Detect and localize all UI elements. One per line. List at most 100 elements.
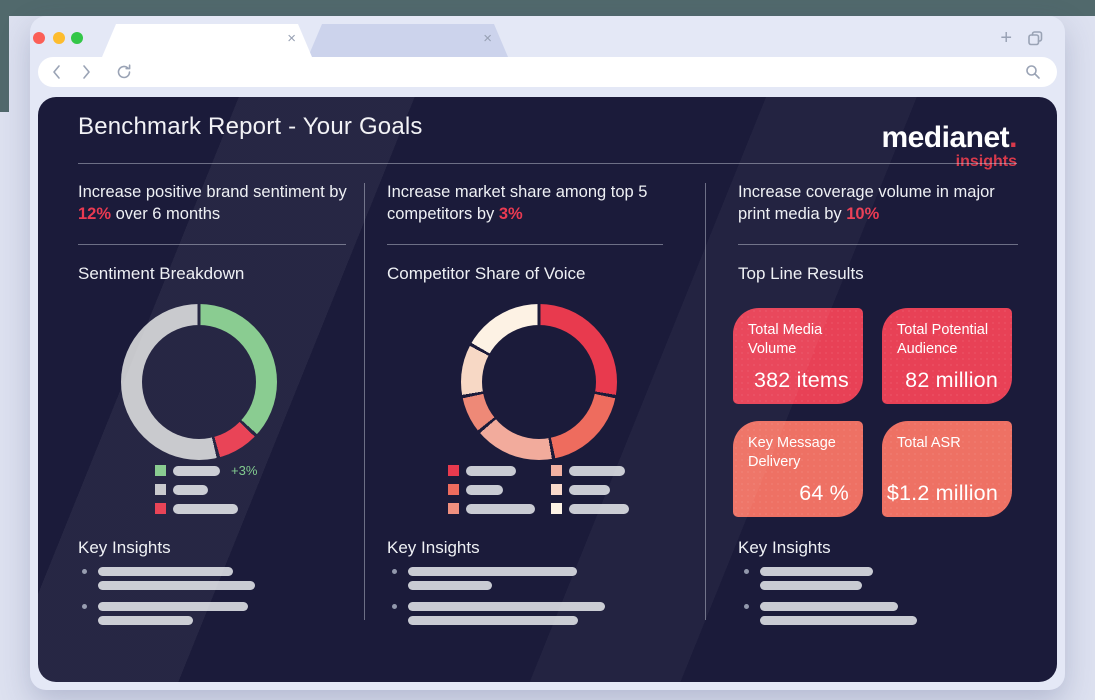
close-tab-icon[interactable]: ×	[287, 30, 296, 47]
insight-text-placeholder	[98, 581, 255, 590]
legend-swatch	[551, 503, 562, 514]
legend-label-placeholder	[466, 465, 516, 476]
card-value: 382 items	[753, 368, 849, 392]
goal-statement: Increase positive brand sentiment by 12%…	[78, 183, 347, 223]
refresh-icon[interactable]	[116, 64, 132, 80]
legend-label-placeholder	[569, 503, 629, 514]
legend-row	[448, 484, 535, 495]
goal-divider	[738, 244, 1018, 245]
card-value: 82 million	[905, 368, 998, 392]
key-insights-list	[82, 567, 255, 637]
bullet-dot	[82, 569, 87, 574]
key-insights-list	[392, 567, 605, 637]
legend-row: +3%	[155, 463, 258, 478]
key-insights-title: Key Insights	[387, 538, 480, 557]
insight-text-placeholder	[408, 602, 605, 611]
insight-text-placeholder	[760, 567, 873, 576]
share-of-voice-legend	[448, 465, 629, 514]
legend-annotation: +3%	[231, 463, 258, 478]
legend-row	[448, 503, 535, 514]
legend-swatch	[155, 484, 166, 495]
result-card-total-media-volume: Total Media Volume 382 items	[733, 308, 863, 404]
insight-text-placeholder	[98, 616, 193, 625]
browser-tab-active[interactable]: ×	[102, 24, 312, 57]
legend-row	[551, 484, 629, 495]
logo-sub-text: insights	[955, 153, 1017, 170]
top-line-results-cards: Total Media Volume 382 items Total Poten…	[733, 308, 1012, 517]
bullet-dot	[392, 569, 397, 574]
legend-swatch	[551, 484, 562, 495]
insight-bullet	[744, 567, 917, 595]
result-card-total-asr: Total ASR $1.2 million	[882, 421, 1012, 517]
address-bar[interactable]	[38, 57, 1057, 87]
legend-label-placeholder	[466, 484, 503, 495]
card-value: $1.2 million	[886, 481, 998, 505]
goal-statement: Increase market share among top 5 compet…	[387, 183, 648, 223]
backdrop-left	[0, 0, 9, 112]
legend-swatch	[155, 465, 166, 476]
search-icon[interactable]	[1025, 64, 1041, 80]
legend-row	[551, 503, 629, 514]
bullet-dot	[744, 604, 749, 609]
backdrop	[0, 0, 1095, 16]
bullet-dot	[392, 604, 397, 609]
result-card-total-potential-audience: Total Potential Audience 82 million	[882, 308, 1012, 404]
legend-swatch	[551, 465, 562, 476]
section-title: Sentiment Breakdown	[78, 264, 245, 283]
bullet-dot	[744, 569, 749, 574]
report-page: Benchmark Report - Your Goals medianet. …	[38, 97, 1057, 682]
forward-icon[interactable]	[82, 64, 91, 80]
legend-swatch	[448, 465, 459, 476]
insight-bullet	[392, 602, 605, 630]
share-of-voice-donut-chart	[461, 304, 617, 460]
new-tab-icon[interactable]: +	[1000, 27, 1012, 49]
page-title: Benchmark Report - Your Goals	[78, 113, 423, 140]
bullet-dot	[82, 604, 87, 609]
legend-label-placeholder	[569, 465, 625, 476]
goal-accent: 10%	[846, 204, 880, 223]
minimize-window-button[interactable]	[53, 32, 65, 44]
insight-text-placeholder	[760, 581, 862, 590]
legend-label-placeholder	[569, 484, 610, 495]
goal-statement: Increase coverage volume in major print …	[738, 183, 995, 223]
legend-swatch	[155, 503, 166, 514]
close-window-button[interactable]	[33, 32, 45, 44]
insight-text-placeholder	[408, 581, 492, 590]
result-card-key-message-delivery: Key Message Delivery 64 %	[733, 421, 863, 517]
goal-accent: 3%	[498, 204, 523, 223]
legend-label-placeholder	[173, 465, 220, 476]
insight-bullet	[392, 567, 605, 595]
legend-row	[551, 465, 629, 476]
card-value: 64 %	[799, 481, 849, 505]
goal-accent: 12%	[78, 204, 112, 223]
goal-divider	[387, 244, 663, 245]
legend-swatch	[448, 484, 459, 495]
goal-divider	[78, 244, 346, 245]
legend-swatch	[448, 503, 459, 514]
logo-brand-text: medianet	[881, 121, 1010, 154]
insight-text-placeholder	[98, 567, 233, 576]
legend-row	[448, 465, 535, 476]
insight-text-placeholder	[408, 567, 577, 576]
key-insights-title: Key Insights	[78, 538, 171, 557]
header-divider	[78, 163, 1017, 164]
insight-text-placeholder	[408, 616, 578, 625]
back-icon[interactable]	[52, 64, 61, 80]
logo-dot: .	[1009, 121, 1017, 154]
section-title: Competitor Share of Voice	[387, 264, 586, 283]
card-label: Key Message Delivery	[748, 435, 836, 470]
legend-row	[155, 484, 257, 495]
insight-text-placeholder	[760, 602, 898, 611]
tab-overview-icon[interactable]	[1028, 30, 1043, 46]
maximize-window-button[interactable]	[71, 32, 83, 44]
column-divider	[705, 183, 706, 620]
card-label: Total Potential Audience	[897, 322, 989, 357]
insight-text-placeholder	[760, 616, 917, 625]
browser-tab-background[interactable]: ×	[308, 24, 508, 57]
column-divider	[364, 183, 365, 620]
close-tab-icon[interactable]: ×	[483, 30, 492, 47]
insight-bullet	[82, 567, 255, 595]
legend-label-placeholder	[173, 503, 238, 514]
legend-label-placeholder	[466, 503, 535, 514]
legend-label-placeholder	[173, 484, 208, 495]
